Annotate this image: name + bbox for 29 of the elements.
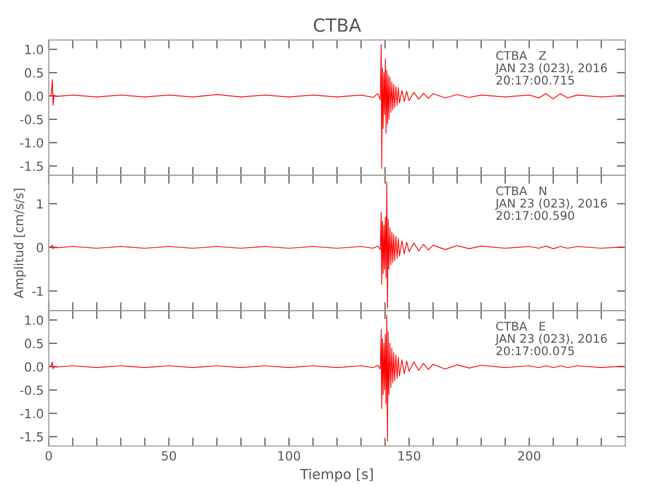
chart-title: CTBA [314, 18, 362, 32]
y-tick-label: -1 [32, 286, 43, 296]
annotation: CTBA Z JAN 23 (023), 2016 20:17:00.715 [494, 51, 607, 85]
y-tick-label: -1.0 [20, 408, 44, 418]
y-tick-label: -0.5 [20, 385, 43, 395]
y-tick-label: 0.5 [24, 338, 43, 348]
x-tick-label: 50 [162, 451, 176, 461]
y-tick-label: 0 [36, 242, 44, 252]
line-series [48, 44, 624, 169]
x-tick-label: 150 [398, 451, 420, 461]
y-tick-label: -0.5 [20, 114, 43, 124]
x-tick-label: 0 [46, 451, 52, 461]
x-tick-label: 200 [518, 451, 540, 461]
line-series [48, 314, 624, 442]
y-tick-label: 1 [37, 199, 43, 208]
y-tick-label: 0.0 [24, 362, 44, 372]
y-tick-label: 0.5 [24, 68, 43, 78]
y-tick-label: -1.0 [20, 138, 44, 148]
y-axis-title: Amplitud [cm/s/s] [14, 188, 26, 298]
annotation: CTBA N JAN 23 (023), 2016 20:17:00.590 [494, 186, 607, 220]
y-tick-label: 1.0 [25, 315, 44, 325]
line-series [48, 181, 624, 309]
y-tick-label: 1.0 [25, 44, 44, 54]
y-tick-label: -1.5 [20, 162, 43, 171]
x-axis-title: Tiempo [s] [300, 468, 373, 482]
y-tick-label: -1.5 [20, 432, 43, 442]
y-tick-label: 0.0 [24, 91, 44, 101]
x-tick-label: 100 [278, 451, 300, 461]
annotation: CTBA E JAN 23 (023), 2016 20:17:00.075 [494, 322, 607, 356]
